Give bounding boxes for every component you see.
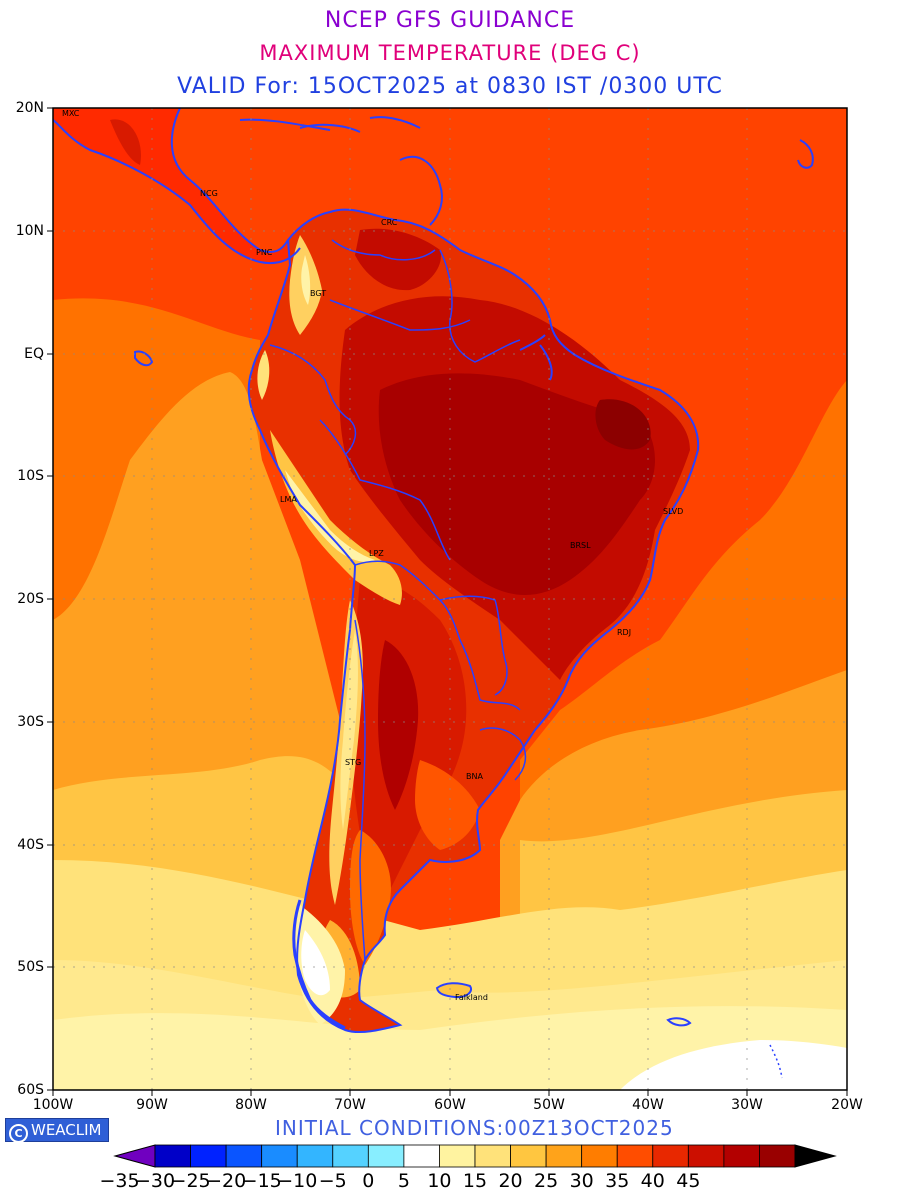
lat-label-20s: 20S — [17, 591, 44, 607]
colorbar-tick-label: −10 — [277, 1170, 318, 1192]
city-label-ncg: NCG — [200, 189, 218, 198]
lon-label-60w: 60W — [434, 1097, 466, 1113]
city-label-brsl: BRSL — [570, 541, 591, 550]
city-labels: MXC NCG CRC PNC BGT LMA LPZ SLVD BRSL RD… — [62, 109, 683, 1002]
initial-conditions: INITIAL CONDITIONS:00Z13OCT2025 — [275, 1116, 674, 1140]
colorbar-tick-label: 20 — [498, 1170, 523, 1192]
city-label-falkland: Falkland — [455, 993, 488, 1002]
weaclim-logo: C WEACLIM — [5, 1118, 109, 1143]
title-valid-time: VALID For: 15OCT2025 at 0830 IST /0300 U… — [177, 74, 723, 99]
colorbar-swatch — [652, 1144, 689, 1168]
lon-label-50w: 50W — [533, 1097, 565, 1113]
graticule — [53, 108, 847, 1090]
lon-label-80w: 80W — [235, 1097, 267, 1113]
colorbar-swatch — [687, 1144, 725, 1168]
colorbar-swatch — [367, 1144, 405, 1168]
lat-label-40s: 40S — [17, 837, 44, 853]
colorbar-tick-label: −25 — [170, 1170, 211, 1192]
city-label-pnc: PNC — [256, 248, 273, 257]
colorbar-swatch — [154, 1144, 191, 1168]
colorbar — [113, 1144, 837, 1168]
lon-label-40w: 40W — [632, 1097, 664, 1113]
lon-label-90w: 90W — [136, 1097, 168, 1113]
city-label-bgt: BGT — [310, 289, 326, 298]
lon-label-100w: 100W — [32, 1097, 74, 1113]
colorbar-tick-label: 0 — [362, 1170, 375, 1192]
lon-label-30w: 30W — [731, 1097, 763, 1113]
colorbar-tick-label: 45 — [676, 1170, 701, 1192]
colorbar-tick-label: −15 — [241, 1170, 282, 1192]
lat-label-10n: 10N — [15, 223, 44, 239]
colorbar-swatch — [759, 1144, 796, 1168]
lon-label-20w: 20W — [831, 1097, 863, 1113]
colorbar-swatch — [545, 1144, 583, 1168]
colorbar-swatch — [261, 1144, 298, 1168]
map-field: MXC NCG CRC PNC BGT LMA LPZ SLVD BRSL RD… — [53, 108, 847, 1090]
colorbar-swatch — [616, 1144, 654, 1168]
colorbar-tick-label: 15 — [462, 1170, 488, 1192]
lat-label-30s: 30S — [17, 714, 44, 730]
lon-label-70w: 70W — [334, 1097, 366, 1113]
city-label-mxc: MXC — [62, 109, 80, 118]
colorbar-tick-label: −5 — [318, 1170, 347, 1192]
city-label-lma: LMA — [280, 495, 297, 504]
colorbar-tick-label: −20 — [206, 1170, 247, 1192]
colorbar-tick-label: 35 — [605, 1170, 630, 1192]
colorbar-swatch — [225, 1144, 263, 1168]
colorbar-tick-label: 10 — [427, 1170, 452, 1192]
colorbar-tick-label: 5 — [397, 1170, 410, 1192]
colorbar-swatch — [581, 1144, 618, 1168]
colorbar-swatch — [403, 1144, 440, 1168]
colorbar-swatch — [296, 1144, 334, 1168]
colorbar-swatch — [439, 1144, 476, 1168]
city-label-crc: CRC — [381, 218, 398, 227]
lat-label-20n: 20N — [15, 100, 44, 116]
lat-label-10s: 10S — [17, 468, 44, 484]
weaclim-logo-text: WEACLIM — [31, 1121, 102, 1139]
colorbar-tick-label: 25 — [534, 1170, 559, 1192]
lat-label-eq: EQ — [24, 346, 44, 362]
axis-ticks — [47, 107, 848, 1096]
colorbar-tick-label: −35 — [99, 1170, 140, 1192]
colorbar-swatch — [190, 1144, 227, 1168]
colorbar-swatch — [332, 1144, 369, 1168]
city-label-slvd: SLVD — [663, 507, 683, 516]
city-label-lpz: LPZ — [369, 549, 384, 558]
title-guidance: NCEP GFS GUIDANCE — [324, 8, 576, 33]
city-label-bna: BNA — [466, 772, 483, 781]
colorbar-swatch — [723, 1144, 760, 1168]
colorbar-swatch — [510, 1144, 547, 1168]
colorbar-tick-label: 30 — [569, 1170, 594, 1192]
copyright-c-icon: C — [9, 1124, 28, 1143]
colorbar-arrow-low — [113, 1144, 156, 1168]
colorbar-tick-label: 40 — [640, 1170, 665, 1192]
colorbar-swatch — [474, 1144, 511, 1168]
lat-label-60s: 60S — [17, 1082, 44, 1098]
lat-label-50s: 50S — [17, 959, 44, 975]
city-label-rdj: RDJ — [617, 628, 631, 637]
title-variable: MAXIMUM TEMPERATURE (DEG C) — [259, 41, 641, 65]
colorbar-tick-label: −30 — [135, 1170, 176, 1192]
city-label-stg: STG — [345, 758, 361, 767]
colorbar-arrow-high — [794, 1144, 837, 1168]
